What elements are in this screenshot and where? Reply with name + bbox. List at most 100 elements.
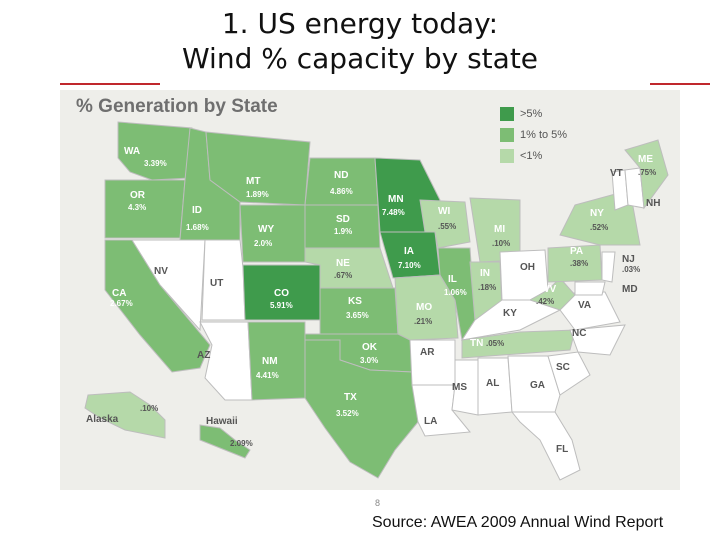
state-label-ky: KY (503, 308, 517, 319)
state-label-nh: NH (646, 198, 660, 209)
legend-label: <1% (520, 149, 543, 162)
state-label-ca: CA (112, 288, 126, 299)
state-label-tn: TN (470, 338, 483, 349)
state-label-wv: WV (540, 284, 556, 295)
state-label-mo: MO (416, 302, 432, 313)
state-value-ca: 2.67% (110, 299, 133, 308)
state-md (574, 281, 606, 296)
legend-label: >5% (520, 107, 543, 120)
state-label-ny: NY (590, 208, 604, 219)
state-value-alaska: .10% (140, 404, 158, 413)
state-label-az: AZ (197, 350, 210, 361)
state-label-or: OR (130, 190, 146, 201)
state-nj (601, 251, 616, 283)
map-heading: % Generation by State (76, 96, 278, 117)
state-value-mi: .10% (492, 239, 510, 248)
state-value-ia: 7.10% (398, 261, 421, 270)
slide-title: 1. US energy today: Wind % capacity by s… (0, 6, 720, 76)
state-label-me: ME (638, 154, 653, 165)
state-label-ut: UT (210, 278, 223, 289)
state-label-tx: TX (344, 392, 357, 403)
state-label-nv: NV (154, 266, 168, 277)
legend-item-mid: 1% to 5% (500, 124, 567, 145)
state-value-nm: 4.41% (256, 371, 279, 380)
title-line-1: 1. US energy today: (221, 7, 499, 40)
state-ut (201, 239, 246, 321)
state-label-la: LA (424, 416, 437, 427)
state-tn (461, 329, 576, 359)
state-value-sd: 1.9% (334, 227, 352, 236)
legend-item-low: <1% (500, 145, 567, 166)
state-mt (205, 131, 311, 206)
state-ga (507, 355, 561, 413)
state-label-nm: NM (262, 356, 278, 367)
state-me (624, 139, 669, 210)
state-label-md: MD (622, 284, 638, 295)
state-label-sd: SD (336, 214, 350, 225)
state-value-wa: 3.39% (144, 159, 167, 168)
state-ms (451, 359, 479, 416)
title-underline-left (60, 83, 160, 85)
state-alaska (84, 391, 166, 439)
state-label-nd: ND (334, 170, 348, 181)
state-label-fl: FL (556, 444, 568, 455)
state-label-id: ID (192, 205, 202, 216)
state-nv (131, 239, 206, 332)
title-line-2: Wind % capacity by state (181, 42, 539, 75)
state-value-wy: 2.0% (254, 239, 272, 248)
state-label-nj: NJ (622, 254, 635, 265)
state-label-mi: MI (494, 224, 505, 235)
state-hawaii (199, 424, 251, 459)
state-label-ok: OK (362, 342, 378, 353)
state-label-ne: NE (336, 258, 350, 269)
state-value-mn: 7.48% (382, 208, 405, 217)
state-value-or: 4.3% (128, 203, 146, 212)
state-label-ia: IA (404, 246, 414, 257)
state-nd (304, 157, 379, 206)
state-label-al: AL (486, 378, 499, 389)
state-sc (547, 351, 591, 396)
legend-swatch-mid (500, 127, 514, 142)
state-value-me: .75% (638, 168, 656, 177)
state-value-il: 1.06% (444, 288, 467, 297)
state-value-tn: .05% (486, 339, 504, 348)
state-value-tx: 3.52% (336, 409, 359, 418)
title-underline-right (650, 83, 710, 85)
state-value-ok: 3.0% (360, 356, 378, 365)
legend-swatch-low (500, 148, 514, 163)
state-tx (304, 339, 419, 479)
page-number: 8 (375, 498, 381, 508)
state-label-oh: OH (520, 262, 535, 273)
state-value-nj: .03% (622, 265, 640, 274)
state-value-wi: .55% (438, 222, 456, 231)
legend-swatch-high (500, 106, 514, 121)
state-value-co: 5.91% (270, 301, 293, 310)
state-label-in: IN (480, 268, 490, 279)
state-label-vt: VT (610, 168, 623, 179)
state-value-wv: .42% (536, 297, 554, 306)
state-value-ny: .52% (590, 223, 608, 232)
state-value-ks: 3.65% (346, 311, 369, 320)
state-value-in: .18% (478, 283, 496, 292)
state-label-va: VA (578, 300, 591, 311)
state-label-co: CO (274, 288, 289, 299)
state-value-mo: .21% (414, 317, 432, 326)
state-value-hawaii: 2.09% (230, 439, 253, 448)
state-label-ms: MS (452, 382, 467, 393)
state-value-mt: 1.89% (246, 190, 269, 199)
state-fl (510, 411, 581, 481)
legend-label: 1% to 5% (520, 128, 568, 141)
state-label-ar: AR (420, 347, 435, 358)
state-value-pa: .38% (570, 259, 588, 268)
source-caption: Source: AWEA 2009 Annual Wind Report (372, 514, 664, 531)
state-label-alaska: Alaska (86, 414, 119, 425)
state-label-mn: MN (388, 194, 404, 205)
state-label-wa: WA (124, 146, 140, 157)
state-label-hawaii: Hawaii (206, 416, 238, 427)
state-label-ga: GA (530, 380, 545, 391)
state-value-nd: 4.86% (330, 187, 353, 196)
state-label-wy: WY (258, 224, 274, 235)
state-wv (528, 277, 576, 311)
state-value-id: 1.68% (186, 223, 209, 232)
